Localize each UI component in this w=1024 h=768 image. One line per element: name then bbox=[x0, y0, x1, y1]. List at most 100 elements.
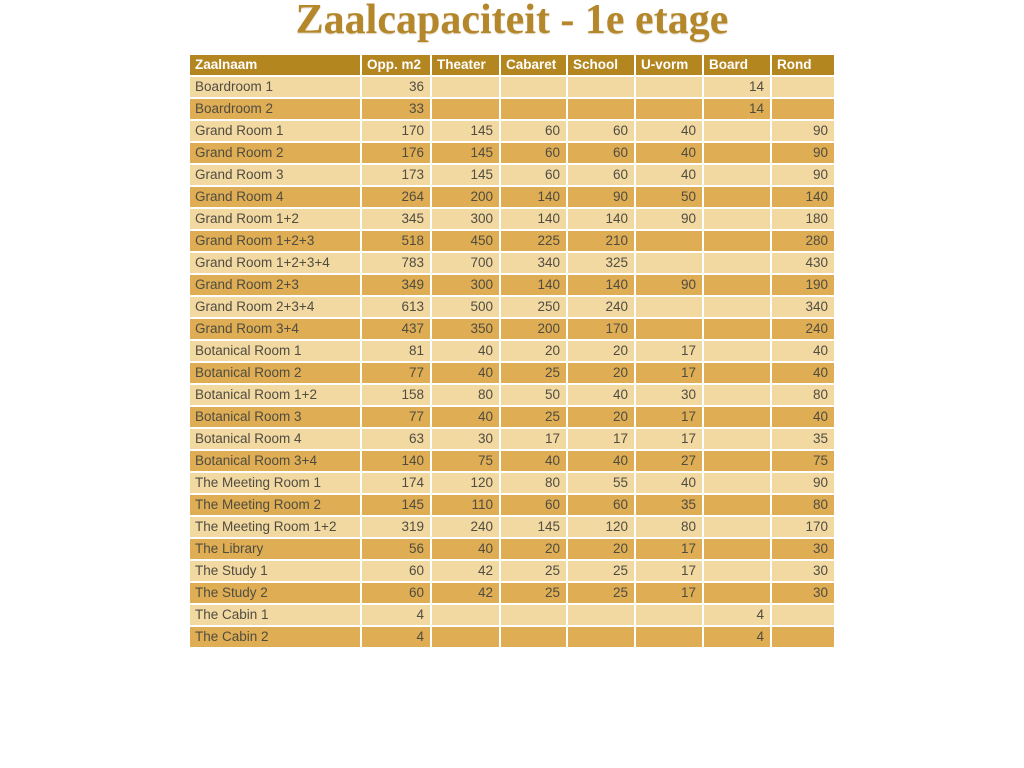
room-name-cell: Grand Room 1+2+3+4 bbox=[188, 251, 362, 275]
table-row: Grand Room 1 170 145 60 60 40 90 bbox=[188, 119, 836, 143]
capacity-cell bbox=[499, 97, 568, 121]
capacity-cell: 158 bbox=[360, 383, 432, 407]
capacity-cell: 25 bbox=[499, 361, 568, 385]
room-name-cell: Grand Room 2 bbox=[188, 141, 362, 165]
capacity-cell bbox=[499, 625, 568, 649]
capacity-cell: 50 bbox=[634, 185, 704, 209]
capacity-cell bbox=[770, 625, 836, 649]
capacity-cell bbox=[702, 581, 772, 605]
table-row: The Study 2 60 42 25 25 17 30 bbox=[188, 581, 836, 605]
capacity-cell: 90 bbox=[770, 141, 836, 165]
capacity-cell: 35 bbox=[770, 427, 836, 451]
room-name-cell: The Cabin 1 bbox=[188, 603, 362, 627]
capacity-cell: 170 bbox=[770, 515, 836, 539]
capacity-cell: 280 bbox=[770, 229, 836, 253]
capacity-cell bbox=[566, 603, 636, 627]
capacity-cell bbox=[634, 251, 704, 275]
capacity-cell: 80 bbox=[430, 383, 501, 407]
capacity-cell: 63 bbox=[360, 427, 432, 451]
capacity-cell: 55 bbox=[566, 471, 636, 495]
column-header: Board bbox=[702, 53, 772, 77]
capacity-cell: 225 bbox=[499, 229, 568, 253]
capacity-cell bbox=[634, 625, 704, 649]
room-name-cell: The Cabin 2 bbox=[188, 625, 362, 649]
column-header: Theater bbox=[430, 53, 501, 77]
capacity-cell: 35 bbox=[634, 493, 704, 517]
capacity-cell: 110 bbox=[430, 493, 501, 517]
room-name-cell: The Meeting Room 1 bbox=[188, 471, 362, 495]
capacity-cell: 14 bbox=[702, 75, 772, 99]
capacity-cell: 17 bbox=[499, 427, 568, 451]
capacity-cell bbox=[702, 273, 772, 297]
capacity-cell: 500 bbox=[430, 295, 501, 319]
capacity-cell: 180 bbox=[770, 207, 836, 231]
room-name-cell: Botanical Room 4 bbox=[188, 427, 362, 451]
capacity-cell: 40 bbox=[634, 163, 704, 187]
capacity-cell: 60 bbox=[499, 141, 568, 165]
capacity-cell: 14 bbox=[702, 97, 772, 121]
capacity-cell: 40 bbox=[770, 339, 836, 363]
capacity-cell: 300 bbox=[430, 273, 501, 297]
room-capacity-table: Zaalnaam Opp. m2 Theater Cabaret School U-vor… bbox=[188, 53, 836, 649]
room-name-cell: Botanical Room 1+2 bbox=[188, 383, 362, 407]
capacity-cell: 345 bbox=[360, 207, 432, 231]
capacity-cell bbox=[634, 229, 704, 253]
capacity-cell: 30 bbox=[430, 427, 501, 451]
capacity-cell bbox=[702, 141, 772, 165]
capacity-cell: 40 bbox=[430, 405, 501, 429]
capacity-cell: 20 bbox=[499, 537, 568, 561]
capacity-cell bbox=[702, 163, 772, 187]
capacity-cell bbox=[702, 185, 772, 209]
capacity-cell bbox=[430, 603, 501, 627]
capacity-cell bbox=[499, 75, 568, 99]
table-row: Grand Room 1+2+3+4 783 700 340 325 430 bbox=[188, 251, 836, 275]
capacity-cell bbox=[702, 229, 772, 253]
capacity-cell: 325 bbox=[566, 251, 636, 275]
column-header: School bbox=[566, 53, 636, 77]
capacity-cell: 145 bbox=[499, 515, 568, 539]
capacity-cell bbox=[634, 97, 704, 121]
capacity-cell: 30 bbox=[770, 559, 836, 583]
capacity-cell bbox=[702, 471, 772, 495]
capacity-cell: 40 bbox=[634, 119, 704, 143]
capacity-cell: 120 bbox=[430, 471, 501, 495]
capacity-cell bbox=[634, 603, 704, 627]
room-name-cell: Grand Room 2+3 bbox=[188, 273, 362, 297]
table-row: The Meeting Room 1+2 319 240 145 120 80 170 bbox=[188, 515, 836, 539]
capacity-cell: 140 bbox=[360, 449, 432, 473]
capacity-cell: 264 bbox=[360, 185, 432, 209]
capacity-cell: 20 bbox=[566, 537, 636, 561]
capacity-cell: 42 bbox=[430, 559, 501, 583]
capacity-cell: 4 bbox=[702, 625, 772, 649]
table-row: Grand Room 3 173 145 60 60 40 90 bbox=[188, 163, 836, 187]
room-name-cell: Botanical Room 2 bbox=[188, 361, 362, 385]
page-title: Zaalcapaciteit - 1e etage bbox=[295, 0, 729, 43]
capacity-cell bbox=[566, 97, 636, 121]
room-name-cell: Grand Room 4 bbox=[188, 185, 362, 209]
capacity-cell: 80 bbox=[499, 471, 568, 495]
capacity-cell: 40 bbox=[430, 361, 501, 385]
table-row: Botanical Room 2 77 40 25 20 17 40 bbox=[188, 361, 836, 385]
capacity-cell: 17 bbox=[634, 405, 704, 429]
capacity-cell: 140 bbox=[770, 185, 836, 209]
capacity-cell: 90 bbox=[770, 163, 836, 187]
room-name-cell: The Study 2 bbox=[188, 581, 362, 605]
capacity-cell: 81 bbox=[360, 339, 432, 363]
capacity-cell: 90 bbox=[566, 185, 636, 209]
capacity-cell: 340 bbox=[770, 295, 836, 319]
capacity-cell: 300 bbox=[430, 207, 501, 231]
capacity-cell: 210 bbox=[566, 229, 636, 253]
capacity-cell: 783 bbox=[360, 251, 432, 275]
room-name-cell: Grand Room 1 bbox=[188, 119, 362, 143]
capacity-cell: 349 bbox=[360, 273, 432, 297]
capacity-cell: 40 bbox=[566, 449, 636, 473]
capacity-cell: 145 bbox=[430, 119, 501, 143]
table-row: Grand Room 1+2 345 300 140 140 90 180 bbox=[188, 207, 836, 231]
capacity-cell bbox=[634, 295, 704, 319]
capacity-cell: 319 bbox=[360, 515, 432, 539]
capacity-cell bbox=[499, 603, 568, 627]
capacity-cell: 60 bbox=[566, 141, 636, 165]
